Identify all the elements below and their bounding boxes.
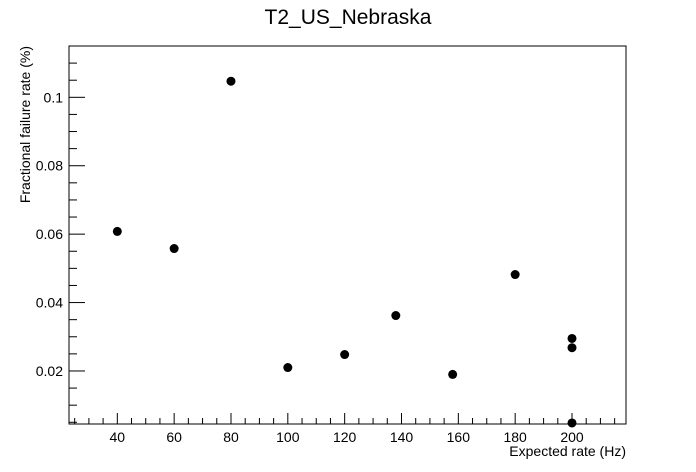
x-tick-label: 200 bbox=[560, 429, 584, 445]
y-tick-label: 0.02 bbox=[36, 363, 63, 379]
y-tick-label: 0.06 bbox=[36, 226, 63, 242]
x-axis-ticks bbox=[74, 413, 616, 424]
y-axis-label: Fractional failure rate (%) bbox=[17, 46, 33, 203]
data-point bbox=[510, 270, 520, 280]
data-point bbox=[112, 226, 122, 236]
x-tick-label: 60 bbox=[166, 429, 182, 445]
x-axis-tick-labels: 40 60 80 100 120 140 160 180 200 bbox=[110, 429, 584, 445]
plot-frame bbox=[68, 45, 627, 425]
data-point bbox=[567, 343, 577, 353]
data-point bbox=[567, 418, 577, 428]
y-tick-label: 0.04 bbox=[36, 295, 63, 311]
x-tick-label: 160 bbox=[447, 429, 471, 445]
data-point bbox=[340, 350, 350, 360]
x-tick-label: 100 bbox=[276, 429, 300, 445]
y-tick-label: 0.1 bbox=[44, 89, 64, 105]
x-tick-label: 140 bbox=[390, 429, 414, 445]
y-axis-ticks bbox=[69, 45, 85, 423]
x-tick-label: 40 bbox=[110, 429, 126, 445]
y-tick-label: 0.08 bbox=[36, 158, 63, 174]
x-tick-label: 180 bbox=[503, 429, 527, 445]
data-point bbox=[283, 363, 293, 373]
data-point bbox=[226, 76, 236, 86]
x-axis-label: Expected rate (Hz) bbox=[509, 443, 626, 459]
data-point bbox=[169, 244, 179, 254]
data-point bbox=[391, 311, 401, 321]
x-tick-label: 120 bbox=[333, 429, 357, 445]
y-axis-tick-labels: 0.02 0.04 0.06 0.08 0.1 bbox=[36, 89, 63, 379]
data-points bbox=[112, 76, 577, 428]
x-tick-label: 80 bbox=[223, 429, 239, 445]
data-point bbox=[448, 369, 458, 379]
chart-title: T2_US_Nebraska bbox=[265, 6, 432, 29]
data-point bbox=[567, 333, 577, 343]
